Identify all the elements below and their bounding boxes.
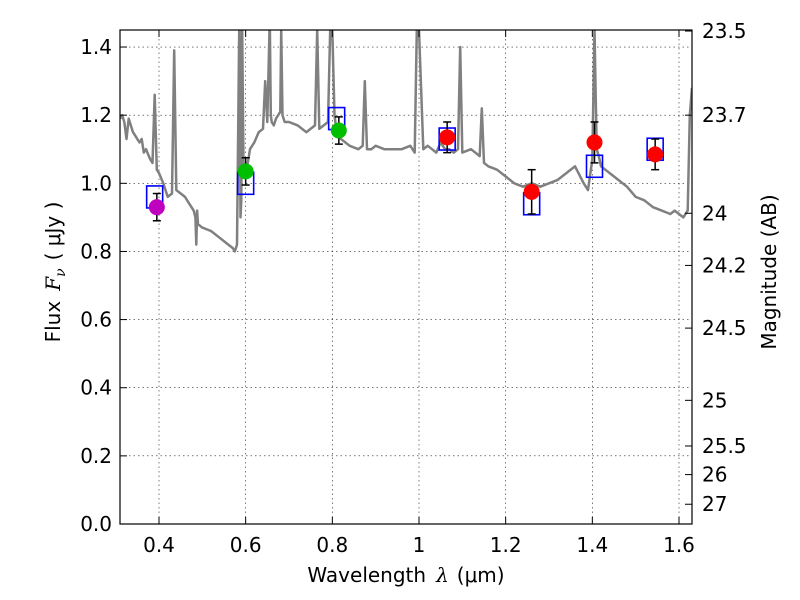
model-spectrum-layer [120,30,692,253]
observed-point [523,183,540,200]
y-tick-label: 1.2 [80,103,112,127]
y2-tick-label: 25 [702,388,727,412]
plot-frame [119,29,693,525]
y2-tick-label: 24.5 [702,316,747,340]
x-tick-label: 1.6 [663,533,695,557]
y-tick-label: 0.2 [80,444,112,468]
observed-point [586,134,603,151]
y2-tick-label: 24 [702,201,727,225]
axis-ticks: 0.4 0.6 0.8 1 1.2 1.4 1.6 0.0 0.2 0.4 0.6 0.8 1.0 1.2… [80,19,746,557]
x-tick-label: 0.8 [316,533,348,557]
observed-point [439,129,456,146]
x-tick-label: 0.6 [230,533,262,557]
grid-lines [120,30,692,525]
y2-tick-label: 23.7 [702,103,747,127]
observed-points [148,116,664,222]
y2-tick-label: 26 [702,463,727,487]
y2-tick-label: 23.5 [702,19,747,43]
y-axis-label: FluxFν( μJy ) [41,202,69,343]
y2-tick-label: 25.5 [702,434,747,458]
x-tick-label: 1 [413,533,426,557]
y-tick-label: 0.8 [80,239,112,263]
x-tick-label: 0.4 [143,533,175,557]
x-tick-label: 1.4 [576,533,608,557]
right-axis-label: Magnitude (AB) [757,194,781,349]
observed-point [330,122,347,139]
y-tick-label: 0.6 [80,308,112,332]
observed-point [647,146,664,163]
x-tick-label: 1.2 [490,533,522,557]
x-axis-label: Wavelength λ (μm) [307,563,504,587]
model-band-boxes [145,106,664,216]
y-tick-label: 0.0 [80,512,112,536]
observed-point [148,199,165,216]
y2-tick-label: 24.2 [702,253,747,277]
y-tick-label: 1.4 [80,35,112,59]
model-spectrum-line [120,30,692,253]
y-tick-label: 0.4 [80,376,112,400]
y2-tick-label: 27 [702,492,727,516]
y-tick-label: 1.0 [80,171,112,195]
observed-point [237,163,254,180]
